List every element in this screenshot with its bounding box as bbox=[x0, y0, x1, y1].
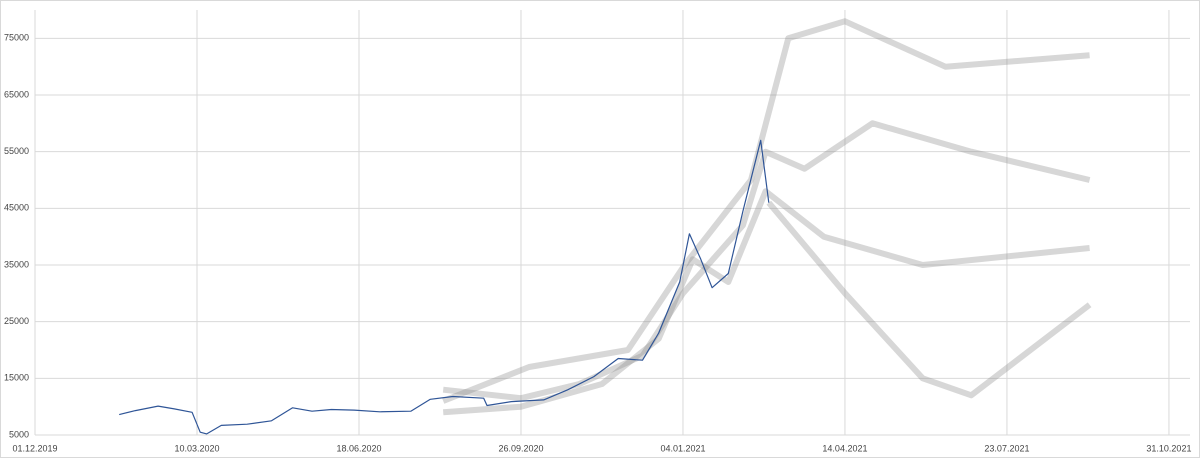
simulation-line bbox=[766, 200, 1092, 399]
x-tick-label: 04.01.2021 bbox=[660, 443, 705, 453]
y-tick-label: 65000 bbox=[4, 89, 29, 99]
y-tick-label: 25000 bbox=[4, 316, 29, 326]
x-tick-label: 14.04.2021 bbox=[822, 443, 867, 453]
simulation-line bbox=[442, 188, 1090, 416]
y-tick-label: 5000 bbox=[9, 429, 29, 439]
y-tick-label: 55000 bbox=[4, 146, 29, 156]
price-line bbox=[119, 139, 770, 435]
simulation-line bbox=[442, 120, 1091, 402]
x-tick-label: 01.12.2019 bbox=[12, 443, 57, 453]
x-tick-label: 31.10.2021 bbox=[1146, 443, 1191, 453]
x-tick-label: 10.03.2020 bbox=[174, 443, 219, 453]
x-tick-label: 26.09.2020 bbox=[498, 443, 543, 453]
y-tick-label: 45000 bbox=[4, 203, 29, 213]
y-tick-label: 35000 bbox=[4, 259, 29, 269]
x-tick-label: 23.07.2021 bbox=[984, 443, 1029, 453]
y-tick-label: 15000 bbox=[4, 373, 29, 383]
y-tick-label: 75000 bbox=[4, 33, 29, 43]
x-tick-label: 18.06.2020 bbox=[336, 443, 381, 453]
